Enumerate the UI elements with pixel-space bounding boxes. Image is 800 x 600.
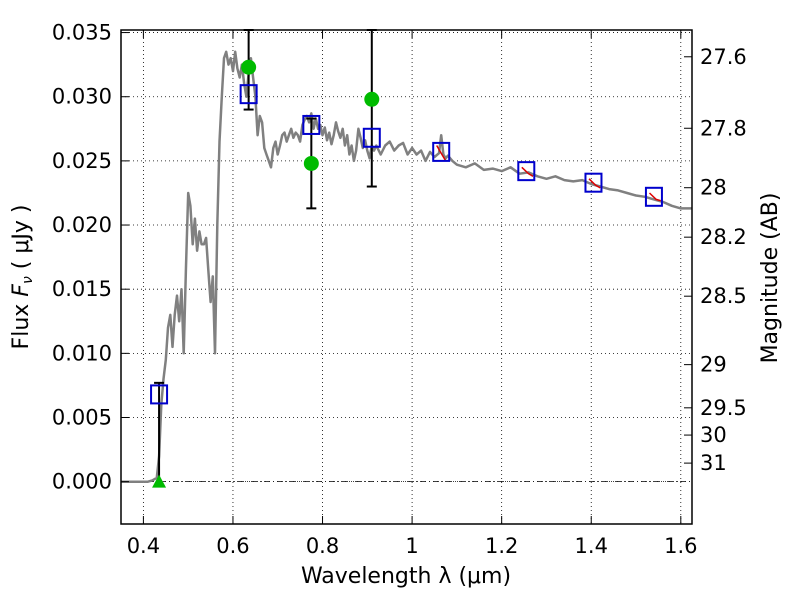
photometry-point <box>364 91 380 107</box>
y2-tick-label: 30 <box>700 423 727 447</box>
model-point-marker <box>432 141 451 162</box>
y2-tick-label: 28 <box>700 176 727 200</box>
y-tick-label: 0.030 <box>52 85 112 109</box>
photometry-point <box>303 155 319 171</box>
model-point-marker <box>302 114 321 135</box>
x-tick-label: 1 <box>405 534 418 558</box>
model-point-marker <box>362 127 381 148</box>
y2-tick-label: 29 <box>700 353 727 377</box>
model-point-marker <box>644 186 663 207</box>
ticks: 0.4 0.6 0.8 1 1.2 1.4 1.6 0.000 0.005 0.010 0.015 0… <box>52 21 747 558</box>
y2-tick-label: 28.2 <box>700 225 747 249</box>
plot-frame <box>120 29 693 525</box>
y-tick-label: 0.010 <box>52 341 112 365</box>
observed-spectrum-segment <box>436 145 447 162</box>
y-tick-label: 0.000 <box>52 470 112 494</box>
x-axis-label: Wavelength λ (μm) <box>301 564 511 589</box>
y2-axis-label: Magnitude (AB) <box>758 193 783 364</box>
y2-tick-label: 29.5 <box>700 396 747 420</box>
x-tick-label: 0.6 <box>216 534 249 558</box>
grid <box>121 30 692 524</box>
y2-tick-label: 28.5 <box>700 284 747 308</box>
model-point-marker <box>517 161 536 182</box>
y2-tick-label: 27.6 <box>700 45 747 69</box>
model-point-marker <box>150 384 169 405</box>
observed-spectrum-segment <box>521 166 534 177</box>
observed-spectrum-segment <box>588 178 601 189</box>
y-tick-label: 0.020 <box>52 213 112 237</box>
x-tick-label: 0.4 <box>127 534 160 558</box>
y-tick-label: 0.035 <box>52 21 112 45</box>
photometry-point <box>241 59 257 75</box>
marker-layer <box>150 29 663 488</box>
y2-tick-label: 31 <box>700 451 727 475</box>
y-axis-label: Flux Fν ( μJy ) <box>9 205 36 350</box>
x-tick-label: 0.8 <box>306 534 339 558</box>
model-spectrum-line <box>121 50 692 483</box>
model-point-marker <box>239 84 258 105</box>
x-tick-label: 1.4 <box>575 534 608 558</box>
y-tick-label: 0.015 <box>52 277 112 301</box>
x-tick-label: 1.2 <box>485 534 518 558</box>
y2-tick-label: 27.8 <box>700 116 747 140</box>
upper-limit-triangle <box>152 474 167 488</box>
observed-spectrum-segment <box>648 192 661 202</box>
model-spectrum-layer <box>121 50 692 483</box>
y-tick-label: 0.005 <box>52 406 112 430</box>
x-tick-label: 1.6 <box>664 534 697 558</box>
model-point-marker <box>584 172 603 193</box>
y-tick-label: 0.025 <box>52 149 112 173</box>
